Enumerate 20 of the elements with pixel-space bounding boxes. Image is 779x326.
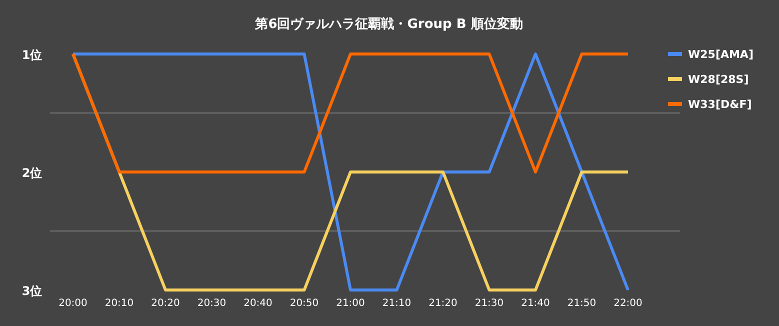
x-tick-label: 20:30	[197, 298, 226, 309]
legend-label: W28[28S]	[688, 73, 749, 86]
x-tick-label: 21:00	[336, 298, 365, 309]
x-tick-label: 20:40	[244, 298, 272, 309]
legend-label: W33[D&F]	[688, 98, 752, 111]
x-tick-label: 21:40	[521, 298, 550, 309]
x-tick-label: 20:20	[151, 298, 180, 309]
y-tick-label: 1位	[22, 48, 42, 62]
y-tick-label: 2位	[22, 166, 42, 180]
x-tick-label: 21:20	[428, 298, 458, 309]
y-tick-label: 3位	[22, 284, 42, 298]
x-tick-label: 21:30	[474, 298, 504, 309]
x-tick-label: 20:50	[290, 298, 319, 309]
legend-label: W25[AMA]	[688, 48, 754, 61]
x-tick-label: 20:10	[104, 298, 134, 309]
x-tick-label: 20:00	[58, 298, 88, 309]
title: 第6回ヴァルハラ征覇戦・Group B 順位変動	[255, 17, 523, 32]
x-tick-label: 22:00	[614, 298, 642, 309]
x-tick-label: 21:50	[567, 298, 596, 309]
x-tick-label: 21:10	[382, 298, 412, 309]
